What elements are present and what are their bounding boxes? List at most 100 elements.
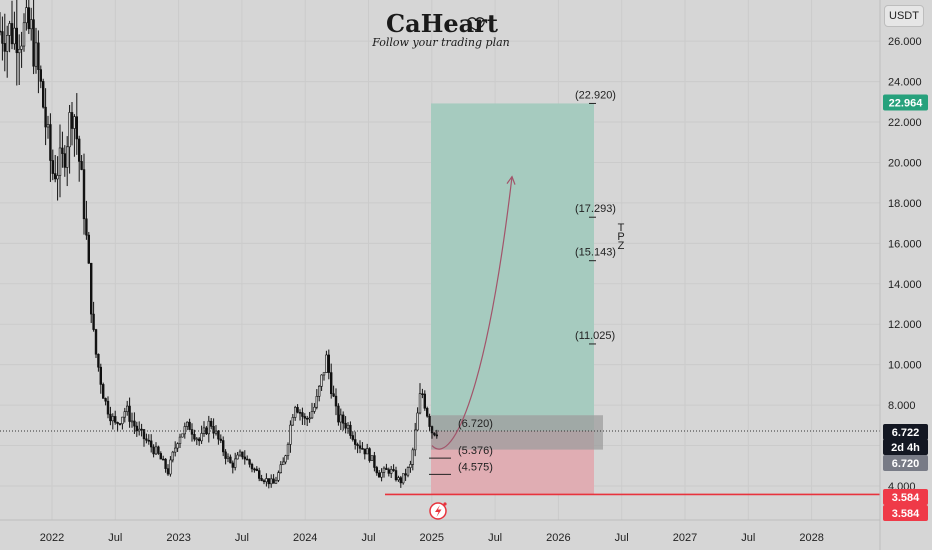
candle [17,34,21,86]
x-tick-label-3: Jul [235,532,249,544]
x-tick-label-9: Jul [615,532,629,544]
candle [291,414,294,426]
candle [3,13,7,72]
candle [380,468,383,482]
candle [425,406,429,418]
heart-icon [467,17,485,31]
candle [106,396,110,419]
level-label-4: (6.720) [458,418,493,430]
candle [138,421,141,436]
candle [166,464,170,476]
candle [329,363,333,399]
candle [183,422,186,439]
candle [370,455,374,461]
candle [332,385,335,398]
candle [154,442,158,456]
candle [265,473,268,487]
candles [0,0,438,489]
candle [27,0,30,34]
candle [56,156,59,201]
candle [303,413,306,426]
candle [51,149,55,181]
x-tick-label-12: 2028 [799,532,823,544]
candle [214,425,218,436]
level-label-0: (22.920) [575,89,616,101]
candle [159,451,162,460]
candle [353,431,357,450]
candle [337,403,340,426]
candle [272,474,275,484]
candle [430,425,434,439]
candle [274,476,278,484]
tag-stop-1-bg [883,489,928,505]
level-label-1: (17.293) [575,203,616,215]
candle [234,452,237,471]
candle [97,353,100,372]
level-label-6: (4.575) [458,461,493,473]
candle [241,451,244,460]
candle [178,433,182,448]
candle [32,0,35,75]
candle [25,0,28,31]
candle [305,415,309,427]
candle [78,135,81,182]
candle [229,454,232,464]
candle [217,430,220,445]
candle [236,452,239,460]
candle [346,422,350,434]
y-tick-label-7: 12.000 [888,319,922,331]
candle [224,449,227,465]
y-tick-label-4: 18.000 [888,198,922,210]
candle [1,16,4,61]
candle [409,460,412,473]
candle [255,466,258,472]
candle [99,363,103,394]
candle [41,78,45,109]
lightning-icon[interactable] [429,502,447,520]
currency-button[interactable]: USDT [884,5,924,27]
candle [145,433,148,444]
level-labels: (22.920) (17.293) (15.143) (11.025) (6.720) (… [458,89,625,473]
candle [49,113,52,182]
candle [363,448,366,460]
candle [399,475,402,488]
candle [368,447,371,463]
candle [10,0,14,50]
candle [44,88,47,146]
tag-stop-2: 3.584 [892,508,920,520]
candle [277,470,280,483]
candle [298,409,302,421]
level-label-2: (15.143) [575,247,616,259]
candle [111,413,115,430]
candle [85,200,88,240]
tpz-letter-2: Z [618,240,625,252]
x-tick-label-2: 2023 [166,532,190,544]
candle [92,301,95,332]
candle [260,474,263,482]
y-tick-label-9: 8.000 [888,400,916,412]
candle [269,474,273,488]
y-tick-label-2: 22.000 [888,117,922,129]
x-tick-label-6: 2025 [420,532,444,544]
level-label-3: (11.025) [575,330,615,342]
candle [322,372,326,381]
candle [186,421,189,431]
level-lines [0,102,880,496]
candle [238,449,242,457]
candle [389,465,393,478]
candle [210,418,213,430]
candle [382,466,386,478]
candle [157,445,160,455]
candle [39,65,43,89]
candle [102,382,105,399]
candle [219,434,222,444]
candle [150,434,153,453]
tpz-letter-1: P [617,231,624,243]
candle [128,397,131,428]
candle [334,388,338,416]
candle [341,411,345,431]
candle [349,421,352,439]
